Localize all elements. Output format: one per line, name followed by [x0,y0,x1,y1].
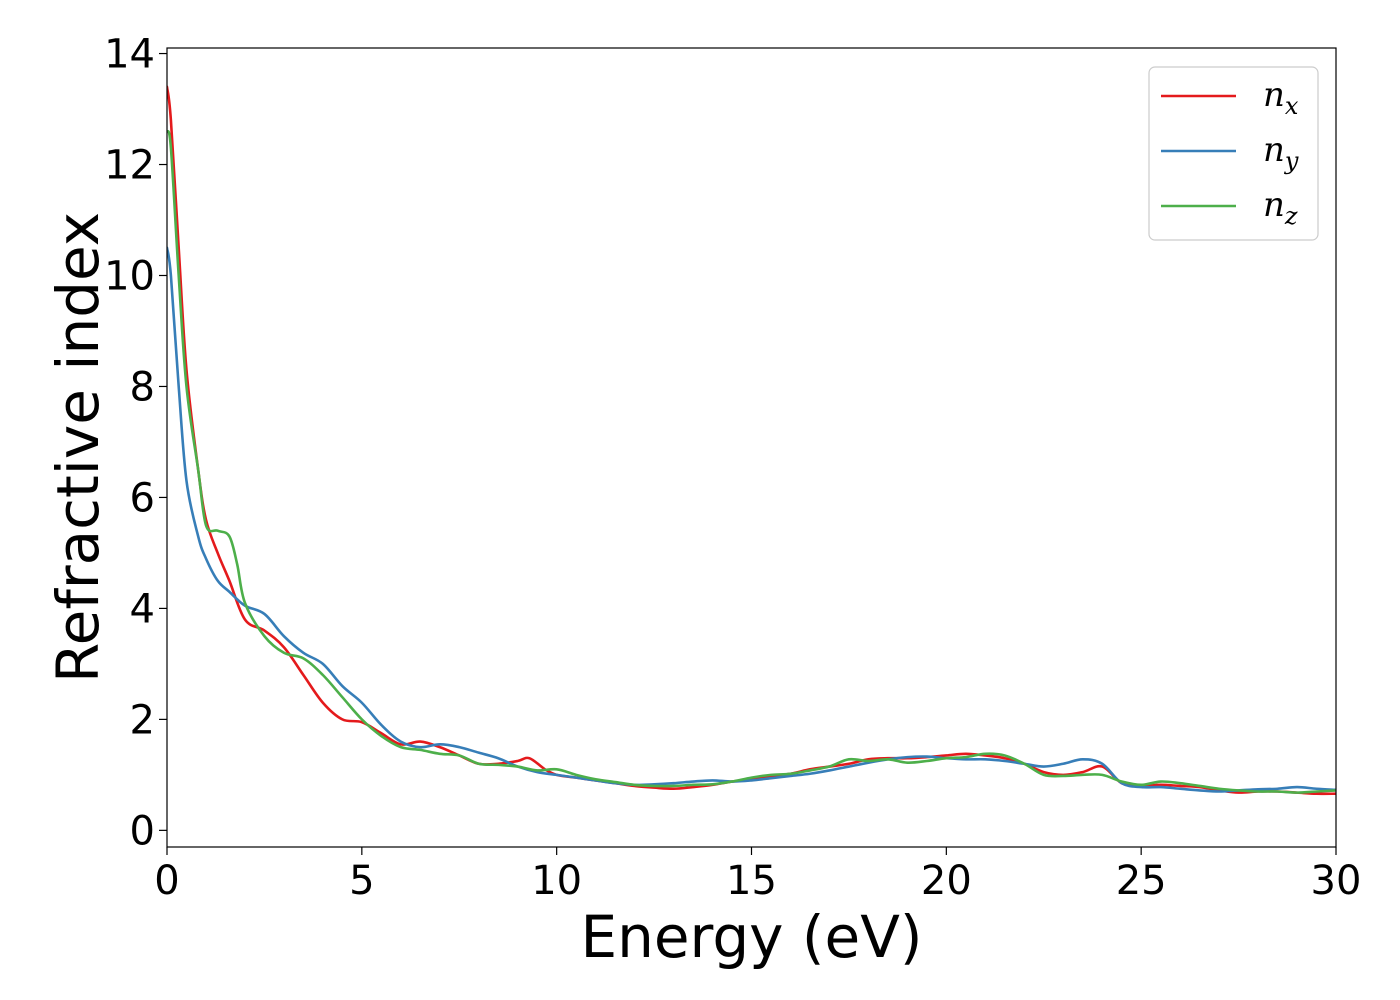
x-tick-label: 15 [726,858,777,904]
legend-label-z: nz [1263,185,1298,230]
y-tick-label: 6 [130,475,155,521]
legend-label-subscript: y [1284,147,1299,175]
legend-label-base: n [1263,130,1285,170]
y-axis-ticks: 0 2 4 6 8 10 12 14 [104,32,167,854]
y-tick-label: 14 [104,32,155,78]
x-tick-label: 30 [1311,858,1362,904]
y-tick-label: 0 [130,808,155,854]
y-tick-label: 10 [104,253,155,299]
legend-label-subscript: z [1284,202,1298,230]
legend-label-y: ny [1263,130,1299,175]
legend-label-x: nx [1263,75,1299,120]
x-tick-label: 25 [1116,858,1167,904]
legend-box [1148,66,1319,241]
x-tick-label: 5 [349,858,374,904]
legend-label-base: n [1263,75,1285,115]
series-line-z [167,129,1336,794]
y-tick-label: 12 [104,143,155,189]
x-axis-ticks: 0 5 10 15 20 25 30 [154,847,1361,904]
legend-label-subscript: x [1285,92,1299,120]
y-tick-label: 4 [130,586,155,632]
legend-label-base: n [1263,185,1285,225]
x-tick-label: 10 [531,858,582,904]
y-tick-label: 2 [130,697,155,743]
x-axis-title: Energy (eV) [580,903,922,971]
series-layer [167,85,1336,796]
x-tick-label: 0 [154,858,179,904]
series-line-y [167,246,1336,793]
y-tick-label: 8 [130,364,155,410]
y-axis-title: Refractive index [44,212,112,683]
x-tick-label: 20 [921,858,972,904]
